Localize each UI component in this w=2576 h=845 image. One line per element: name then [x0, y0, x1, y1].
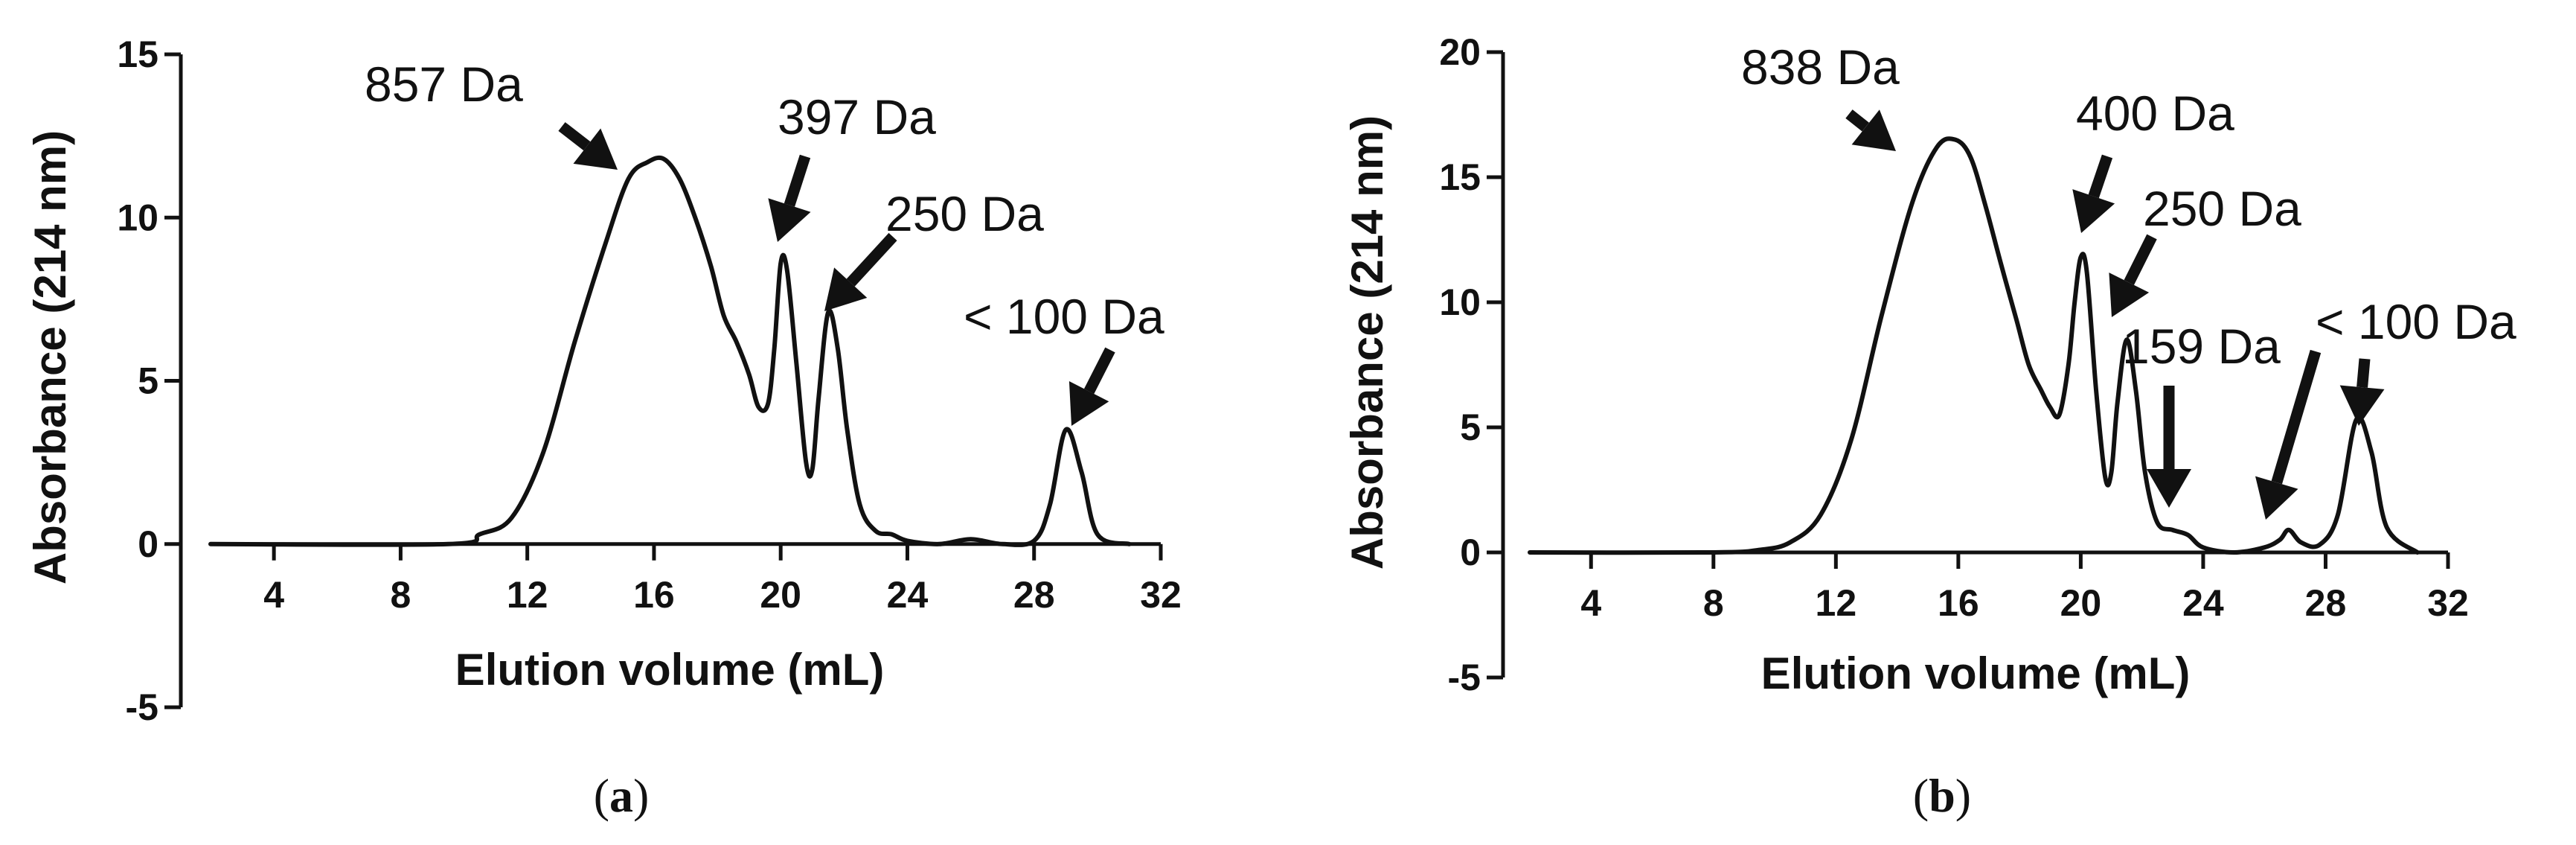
- annotation-arrow-head: [2147, 469, 2191, 508]
- chart-a-panel-letter: a: [609, 769, 633, 822]
- x-tick-label: 24: [887, 574, 929, 616]
- x-tick-label: 8: [1703, 582, 1724, 624]
- annotation-arrow-head: [768, 198, 811, 242]
- x-tick-label: 8: [390, 574, 411, 616]
- y-tick-label: 15: [1439, 156, 1481, 198]
- annotation-arrow-head: [1068, 381, 1109, 426]
- annotation-arrow-head: [2339, 385, 2385, 426]
- chart-b-panel-label: (b): [1913, 769, 1971, 822]
- annotation-arrow-shaft: [1845, 109, 1869, 132]
- chart-a-panel-label: (a): [594, 769, 650, 822]
- chart-a-axes: -5 0 5 10 15 4 8 12 16 20 24 28 32: [117, 34, 1181, 728]
- annotation-arrow-head: [573, 128, 618, 170]
- peak-annotation-label: < 100 Da: [2316, 294, 2516, 349]
- y-tick-label: 5: [138, 360, 158, 402]
- peak-annotation-label: < 100 Da: [964, 289, 1164, 344]
- annotation-arrow-shaft: [1083, 347, 1115, 395]
- chart-b-y-axis-title: Absorbance (214 nm): [1342, 115, 1392, 570]
- annotation-arrow-head: [2255, 476, 2298, 520]
- chart-b-annotations: 838 Da 400 Da 250 Da 159 Da < 100 Da: [1741, 39, 2516, 520]
- peak-annotation-label: 838 Da: [1741, 39, 1900, 95]
- annotation-arrow-shaft: [2088, 154, 2113, 199]
- y-tick-label: 0: [138, 523, 158, 565]
- chart-b-series-line: [1528, 136, 2420, 555]
- chart-a-x-axis-title: Elution volume (mL): [455, 645, 885, 695]
- annotation-arrow-head: [2109, 272, 2150, 317]
- chart-a-y-axis-title: Absorbance (214 nm): [25, 130, 75, 584]
- annotation-arrow-head: [824, 267, 868, 311]
- x-tick-label: 32: [1140, 574, 1182, 616]
- x-tick-label: 20: [2060, 582, 2102, 624]
- x-tick-label: 16: [633, 574, 675, 616]
- annotation-arrow-shaft: [2356, 358, 2371, 388]
- y-tick-label: -5: [1448, 657, 1481, 698]
- chart-b-panel-letter: b: [1929, 769, 1955, 822]
- y-tick-label: 0: [1460, 532, 1481, 573]
- annotation-arrow-head: [2072, 189, 2115, 233]
- chart-a-series-line: [208, 155, 1132, 547]
- peak-annotation-label: 397 Da: [778, 89, 936, 144]
- chart-b-x-axis-title: Elution volume (mL): [1761, 648, 2191, 698]
- x-tick-label: 16: [1938, 582, 1979, 624]
- y-tick-label: 5: [1460, 406, 1481, 448]
- annotation-arrow-shaft: [558, 122, 591, 151]
- chart-panel-b: -5 0 5 10 15 20 4 8 12 16 20 24 28 32 838 Da 400 Da 250…: [1342, 31, 2516, 822]
- peak-annotation-label: 250 Da: [2143, 181, 2301, 236]
- chart-a-annotations: 857 Da 397 Da 250 Da < 100 Da: [365, 57, 1164, 426]
- y-tick-label: 15: [117, 34, 158, 75]
- peak-annotation-label: 159 Da: [2122, 319, 2281, 374]
- annotation-arrow-shaft: [784, 154, 811, 207]
- y-tick-label: 10: [1439, 281, 1481, 323]
- y-tick-label: 20: [1439, 31, 1481, 73]
- annotation-arrow-shaft: [846, 232, 897, 287]
- annotation-arrow-shaft: [2271, 349, 2322, 485]
- annotation-arrow-shaft: [2124, 234, 2157, 285]
- x-tick-label: 24: [2182, 582, 2224, 624]
- chart-panel-a: -5 0 5 10 15 4 8 12 16 20 24 28 32 857 Da 397 Da 250 D…: [25, 34, 1182, 822]
- peak-annotation-label: 250 Da: [885, 186, 1044, 241]
- x-tick-label: 4: [1580, 582, 1601, 624]
- x-tick-label: 28: [1013, 574, 1055, 616]
- x-tick-label: 4: [263, 574, 284, 616]
- x-tick-label: 12: [1816, 582, 1857, 624]
- x-tick-label: 12: [507, 574, 548, 616]
- x-tick-label: 20: [760, 574, 801, 616]
- x-tick-label: 28: [2305, 582, 2347, 624]
- y-tick-label: 10: [117, 197, 158, 238]
- x-tick-label: 32: [2427, 582, 2469, 624]
- annotation-arrow-head: [1851, 109, 1896, 151]
- y-tick-label: -5: [126, 686, 158, 728]
- peak-annotation-label: 857 Da: [365, 57, 523, 112]
- peak-annotation-label: 400 Da: [2076, 86, 2234, 141]
